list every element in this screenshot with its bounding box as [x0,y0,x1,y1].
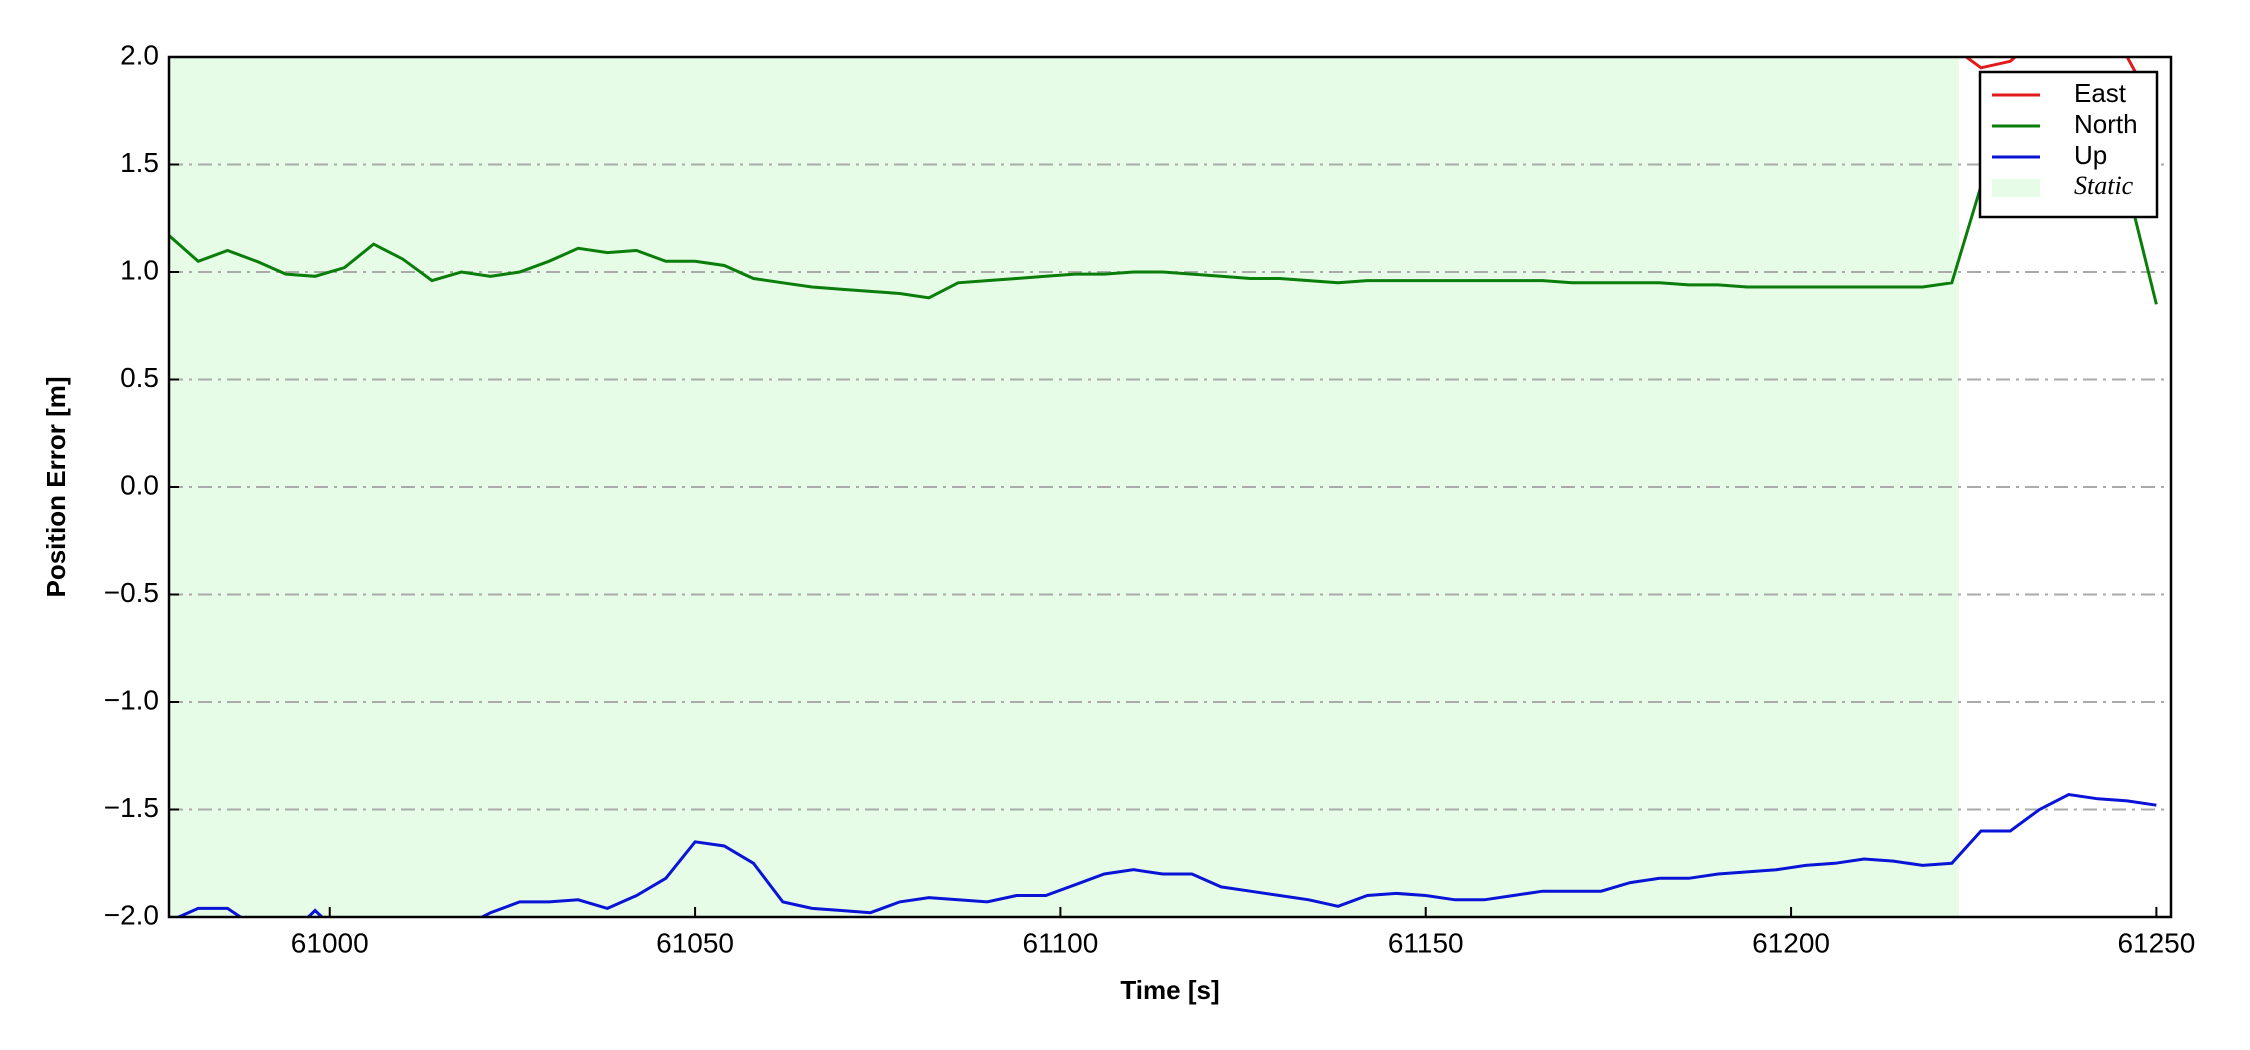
y-tick-label: 0.5 [120,362,159,393]
x-tick-label: 61000 [291,927,369,958]
series-line [169,173,2158,305]
legend-label: Up [2074,140,2107,170]
x-tick-label: 61250 [2117,927,2195,958]
legend-label: East [2074,78,2127,108]
x-axis-label: Time [s] [1120,975,1219,1005]
y-tick-label: 1.0 [120,254,159,285]
plot-frame [167,55,2173,919]
y-tick-label: −0.5 [104,577,159,608]
y-tick-label: 0.0 [120,469,159,500]
y-tick-label: 1.5 [120,147,159,178]
y-tick-label: −2.0 [104,899,159,930]
y-tick-label: −1.0 [104,684,159,715]
legend-swatch [1992,179,2040,197]
series-line [1963,57,2158,112]
y-tick-label: 2.0 [120,39,159,70]
x-tick-label: 61100 [1023,927,1099,958]
legend-label: North [2074,109,2138,139]
y-tick-label: −1.5 [104,792,159,823]
x-tick-label: 61050 [656,927,734,958]
y-axis-label: Position Error [m] [41,376,71,597]
plot-lines [169,57,2158,917]
x-tick-label: 61200 [1752,927,1830,958]
legend-label: Static [2074,171,2134,200]
x-tick-label: 61150 [1388,927,1464,958]
series-line [175,792,2157,917]
